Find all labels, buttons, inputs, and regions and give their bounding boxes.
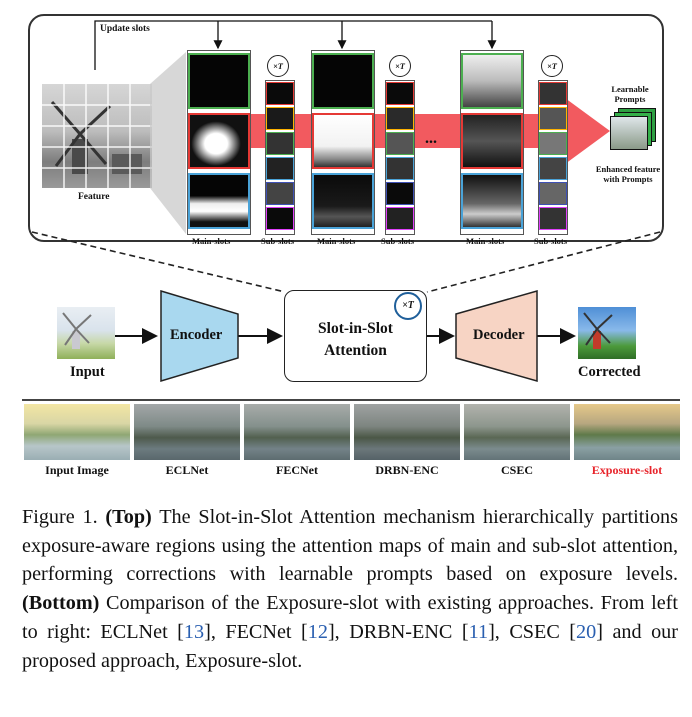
comparison-label: ECLNet (165, 463, 209, 477)
citation-link[interactable]: 12 (307, 620, 328, 643)
ellipsis: ... (425, 130, 437, 147)
citation-link[interactable]: 13 (183, 620, 205, 643)
caption-top-tag: (Top) (105, 506, 152, 528)
main-slots-label-1: Main-slots (192, 236, 231, 246)
caption-bottom-tag: (Bottom) (22, 592, 100, 615)
main-slot-cell-green (461, 53, 523, 109)
sub-slots-2 (385, 80, 415, 235)
decoder-block (455, 290, 538, 382)
comparison-label: DRBN-ENC (375, 463, 439, 477)
slot-attention-title-1: Slot-in-Slot (318, 320, 393, 337)
main-slot-cell-green (312, 53, 374, 109)
main-slots-2 (311, 50, 375, 235)
top-panel (28, 14, 664, 242)
sub-slots-label-3: Sub-slots (534, 236, 568, 246)
comparison-label-highlight: Exposure-slot (591, 463, 663, 477)
main-slots-1 (187, 50, 251, 235)
caption-method: CSEC (509, 620, 560, 643)
pipeline-arrows (112, 328, 576, 344)
sub-slot-cell (266, 157, 294, 180)
comparison-image-input (24, 404, 130, 460)
caption-method: FECNet (225, 620, 292, 643)
sub-slot-cell (266, 132, 294, 155)
comparison-image-eclnet (134, 404, 240, 460)
iterate-icon: ×T (541, 55, 563, 77)
encoder-label: Encoder (170, 327, 223, 343)
windmill-icon (583, 312, 613, 349)
comparison-image-exposure-slot (574, 404, 680, 460)
sub-slot-cell (539, 182, 567, 205)
figure-caption: Figure 1. (Top) The Slot-in-Slot Attenti… (22, 506, 679, 672)
input-image (57, 307, 115, 359)
caption-top-text: The Slot-in-Slot Attention mechanism hie… (22, 506, 679, 586)
caption-method: DRBN-ENC (349, 620, 453, 643)
comparison-label: FECNet (276, 463, 318, 477)
projection-wedge (150, 52, 186, 234)
sub-slot-cell (539, 107, 567, 130)
sub-slot-cell (539, 82, 567, 105)
comparison-image-drbn (354, 404, 460, 460)
sub-slot-cell (266, 107, 294, 130)
caption-ending: and our proposed approach, Exposure-slot… (22, 620, 678, 672)
separator (22, 399, 680, 401)
update-slots-arrows (94, 20, 497, 70)
slot-attention-title-2: Attention (324, 342, 387, 359)
update-slots-label: Update slots (100, 24, 150, 34)
input-label: Input (70, 364, 105, 380)
iterate-icon: ×T (267, 55, 289, 77)
main-slot-cell-blue (188, 173, 250, 229)
sub-slots-1 (265, 80, 295, 235)
sub-slot-cell (386, 182, 414, 205)
sub-slot-cell (386, 132, 414, 155)
main-slots-3 (460, 50, 524, 235)
main-slot-cell-red (188, 113, 250, 169)
corrected-image (578, 307, 636, 359)
main-slot-cell-blue (461, 173, 523, 229)
feature-label: Feature (78, 192, 110, 202)
feature-map (42, 84, 152, 188)
sub-slot-cell (266, 182, 294, 205)
sub-slot-cell (386, 207, 414, 230)
main-slot-cell-red (312, 113, 374, 169)
sub-slot-cell (386, 82, 414, 105)
encoder-block (160, 290, 239, 382)
caption-bottom-text: Comparison of the Exposure-slot with exi… (22, 592, 678, 643)
comparison-label: Input Image (45, 463, 109, 477)
citation-link[interactable]: 11 (468, 620, 489, 643)
comparison-label: CSEC (500, 463, 533, 477)
sub-slot-cell (539, 157, 567, 180)
main-slot-cell-red (461, 113, 523, 169)
sub-slot-cell (266, 207, 294, 230)
caption-method: ECLNet (100, 620, 168, 643)
windmill-icon (62, 312, 92, 349)
prompt-stack (608, 108, 656, 150)
citation-link[interactable]: 20 (576, 620, 597, 643)
sub-slot-cell (539, 132, 567, 155)
main-slots-label-2: Main-slots (317, 236, 356, 246)
sub-slot-cell (386, 107, 414, 130)
sub-slots-3 (538, 80, 568, 235)
windmill-grayscale-icon (42, 84, 152, 188)
corrected-label: Corrected (578, 364, 641, 380)
decoder-label: Decoder (473, 327, 525, 343)
main-slot-cell-green (188, 53, 250, 109)
comparison-image-csec (464, 404, 570, 460)
sub-slot-cell (539, 207, 567, 230)
main-slot-cell-blue (312, 173, 374, 229)
iterate-icon: ×T (389, 55, 411, 77)
sub-slots-label-2: Sub-slots (381, 236, 415, 246)
main-slots-label-3: Main-slots (466, 236, 505, 246)
zoom-dashed-lines (31, 231, 661, 293)
iterate-icon: ×T (394, 292, 422, 320)
enhanced-feature-label: Enhanced feature with Prompts (595, 164, 661, 184)
sub-slots-label-1: Sub-slots (261, 236, 295, 246)
sub-slot-cell (386, 157, 414, 180)
learnable-prompts-label: Learnable Prompts (611, 84, 649, 104)
caption-prefix: Figure 1. (22, 506, 98, 528)
comparison-image-fecnet (244, 404, 350, 460)
sub-slot-cell (266, 82, 294, 105)
